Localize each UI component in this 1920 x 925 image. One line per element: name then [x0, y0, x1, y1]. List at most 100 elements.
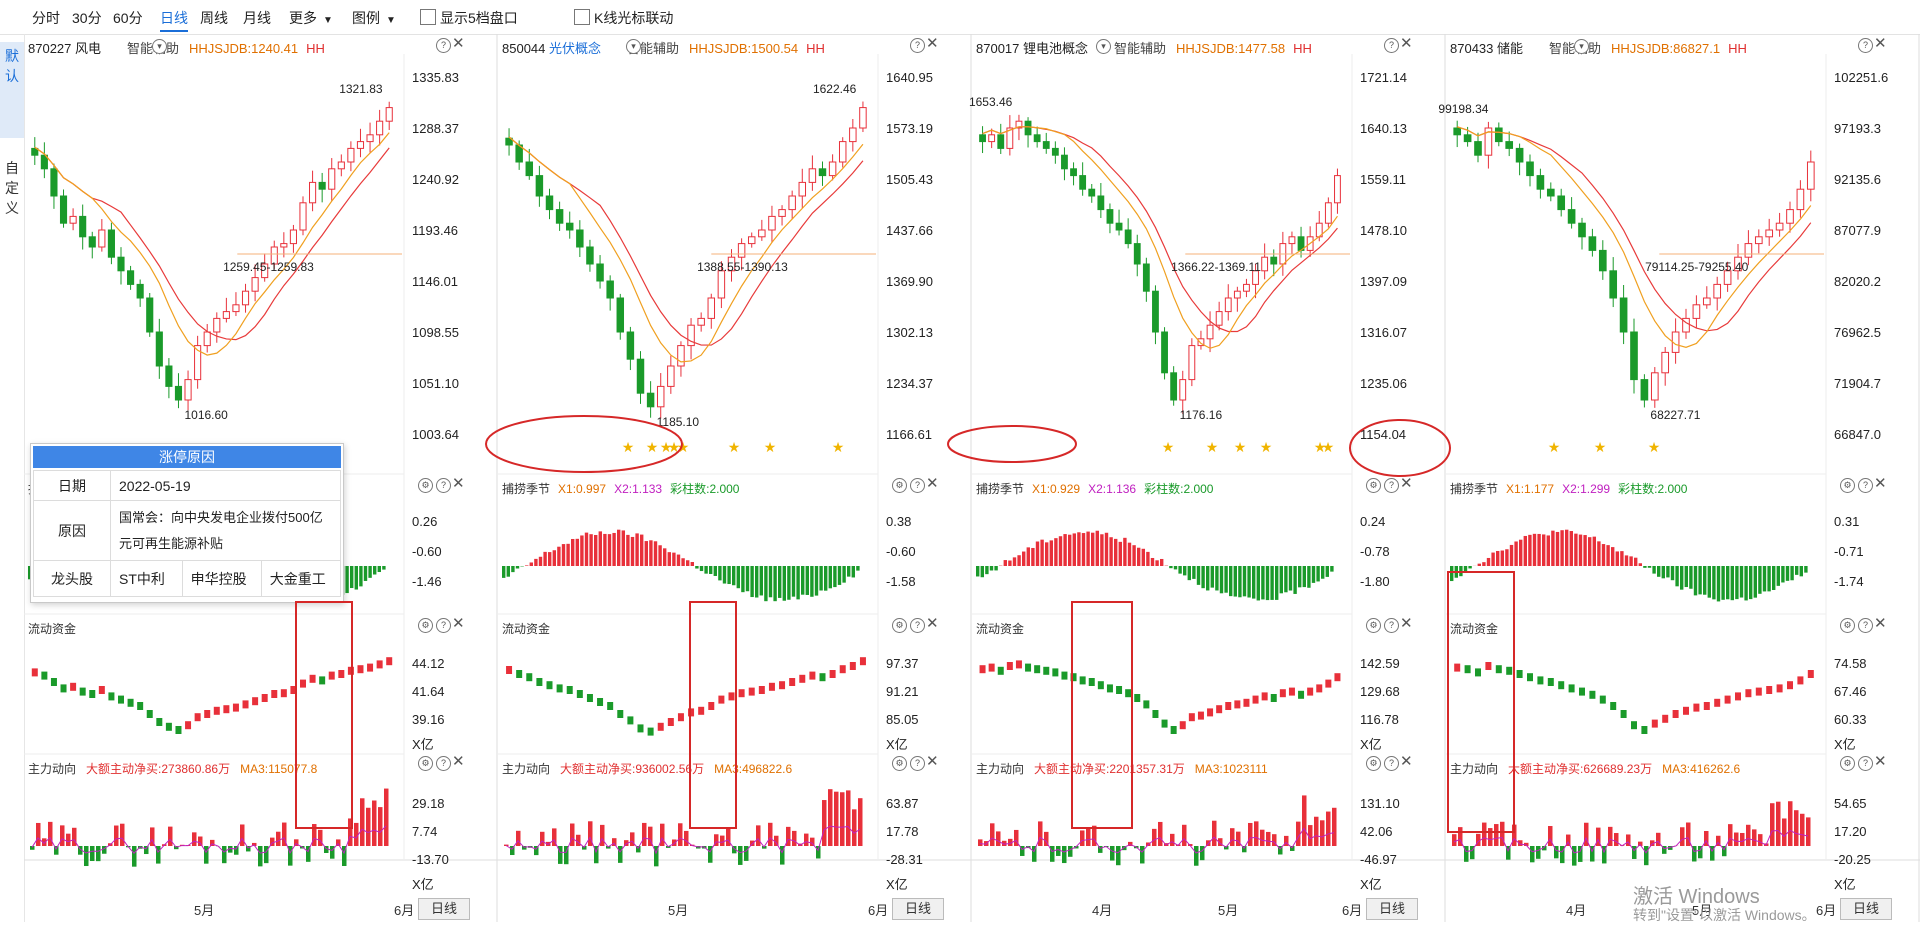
indicator-liquidity-funds[interactable]: 流动资金 — [1450, 620, 1498, 637]
indicator1-bar — [1155, 560, 1158, 566]
leader-stock-1[interactable]: ST中利 — [111, 561, 183, 597]
help-icon[interactable]: ? — [436, 756, 451, 771]
indicator1-axis-label: -1.80 — [1360, 574, 1390, 589]
tab-default[interactable]: 默认 — [0, 42, 24, 138]
show-5level-checkbox[interactable]: 显示5档盘口 — [420, 8, 518, 28]
settings-icon[interactable]: ⚙ — [418, 478, 433, 493]
day-period-button[interactable]: 日线 — [418, 898, 470, 920]
more-dropdown[interactable]: 更多▼ — [289, 8, 333, 28]
close-icon[interactable]: ✕ — [926, 755, 939, 769]
indicator1-bar — [1257, 566, 1260, 600]
settings-icon[interactable]: ⚙ — [892, 756, 907, 771]
candle-body — [1116, 223, 1122, 230]
indicator1-bar — [1178, 566, 1181, 574]
kline-cursor-link-checkbox[interactable]: K线光标联动 — [574, 8, 673, 28]
indicator3-bar — [48, 822, 53, 846]
leader-stock-2[interactable]: 申华控股 — [182, 561, 261, 597]
chart-panel-4[interactable]: 870433 储能智能辅助HHJSJDB:86827.1HH▾?✕102251.… — [1446, 34, 1920, 922]
indicator2-bar — [262, 694, 268, 702]
indicator3-bar — [1062, 846, 1067, 863]
price-axis-label: 1193.46 — [412, 223, 458, 238]
help-icon[interactable]: ? — [1384, 478, 1399, 493]
indicator1-bar — [746, 566, 749, 591]
close-icon[interactable]: ✕ — [1874, 477, 1887, 491]
candle-body — [1568, 210, 1575, 224]
indicator3-bar — [240, 824, 245, 846]
indicator3-bar — [1068, 846, 1073, 857]
price-axis-label: 1146.01 — [412, 274, 458, 289]
help-icon[interactable]: ? — [1384, 756, 1399, 771]
indicator1-bar — [1215, 566, 1218, 590]
indicator2-bar — [1307, 688, 1313, 696]
tab-custom[interactable]: 自定义 — [0, 158, 24, 250]
settings-icon[interactable]: ⚙ — [1840, 478, 1855, 493]
indicator2-bar — [1052, 668, 1058, 676]
price-axis-label: 1316.07 — [1360, 325, 1407, 340]
indicator1-bar — [1298, 566, 1301, 587]
indicator1-bar — [1662, 566, 1665, 578]
day-period-button[interactable]: 日线 — [1840, 898, 1892, 920]
period-daily[interactable]: 日线 — [160, 8, 188, 32]
indicator-liquidity-funds[interactable]: 流动资金 — [28, 620, 76, 637]
indicator2-bar — [1735, 692, 1741, 700]
indicator1-bar — [1781, 566, 1784, 582]
close-icon[interactable]: ✕ — [452, 477, 465, 491]
settings-icon[interactable]: ⚙ — [892, 618, 907, 633]
close-icon[interactable]: ✕ — [926, 617, 939, 631]
help-icon[interactable]: ? — [1858, 618, 1873, 633]
indicator1-bar — [691, 562, 694, 566]
close-icon[interactable]: ✕ — [452, 617, 465, 631]
candle-body — [1189, 346, 1195, 380]
day-period-button[interactable]: 日线 — [892, 898, 944, 920]
settings-icon[interactable]: ⚙ — [1366, 756, 1381, 771]
indicator3-axis-label: 54.65 — [1834, 796, 1867, 811]
help-icon[interactable]: ? — [1858, 756, 1873, 771]
settings-icon[interactable]: ⚙ — [418, 618, 433, 633]
settings-icon[interactable]: ⚙ — [418, 756, 433, 771]
help-icon[interactable]: ? — [436, 618, 451, 633]
help-icon[interactable]: ? — [1384, 618, 1399, 633]
candle-body — [1641, 380, 1648, 400]
settings-icon[interactable]: ⚙ — [1366, 618, 1381, 633]
settings-icon[interactable]: ⚙ — [1840, 618, 1855, 633]
day-period-button[interactable]: 日线 — [1366, 898, 1418, 920]
indicator-liquidity-funds[interactable]: 流动资金 — [976, 620, 1024, 637]
settings-icon[interactable]: ⚙ — [892, 478, 907, 493]
indicator1-bar — [1726, 566, 1729, 599]
close-icon[interactable]: ✕ — [452, 755, 465, 769]
close-icon[interactable]: ✕ — [1400, 755, 1413, 769]
candle-body — [1062, 155, 1068, 169]
period-monthly[interactable]: 月线 — [243, 8, 271, 28]
period-minute[interactable]: 分时 — [32, 8, 60, 28]
price-axis-label: 1335.83 — [412, 70, 459, 85]
period-weekly[interactable]: 周线 — [200, 8, 228, 28]
settings-icon[interactable]: ⚙ — [1840, 756, 1855, 771]
close-icon[interactable]: ✕ — [926, 477, 939, 491]
close-icon[interactable]: ✕ — [1400, 477, 1413, 491]
period-60min[interactable]: 60分 — [113, 8, 143, 28]
help-icon[interactable]: ? — [910, 478, 925, 493]
help-icon[interactable]: ? — [436, 478, 451, 493]
legend-dropdown[interactable]: 图例▼ — [352, 8, 396, 28]
help-icon[interactable]: ? — [1858, 478, 1873, 493]
help-icon[interactable]: ? — [910, 756, 925, 771]
help-icon[interactable]: ? — [910, 618, 925, 633]
close-icon[interactable]: ✕ — [1874, 617, 1887, 631]
indicator-liquidity-funds[interactable]: 流动资金 — [502, 620, 550, 637]
close-icon[interactable]: ✕ — [1400, 617, 1413, 631]
ma3-value: MA3:1023111 — [1195, 762, 1268, 776]
indicator2-bar — [718, 696, 724, 704]
settings-icon[interactable]: ⚙ — [1366, 478, 1381, 493]
leader-stock-3[interactable]: 大金重工 — [261, 561, 340, 597]
close-icon[interactable]: ✕ — [1874, 755, 1887, 769]
period-30min[interactable]: 30分 — [72, 8, 102, 28]
